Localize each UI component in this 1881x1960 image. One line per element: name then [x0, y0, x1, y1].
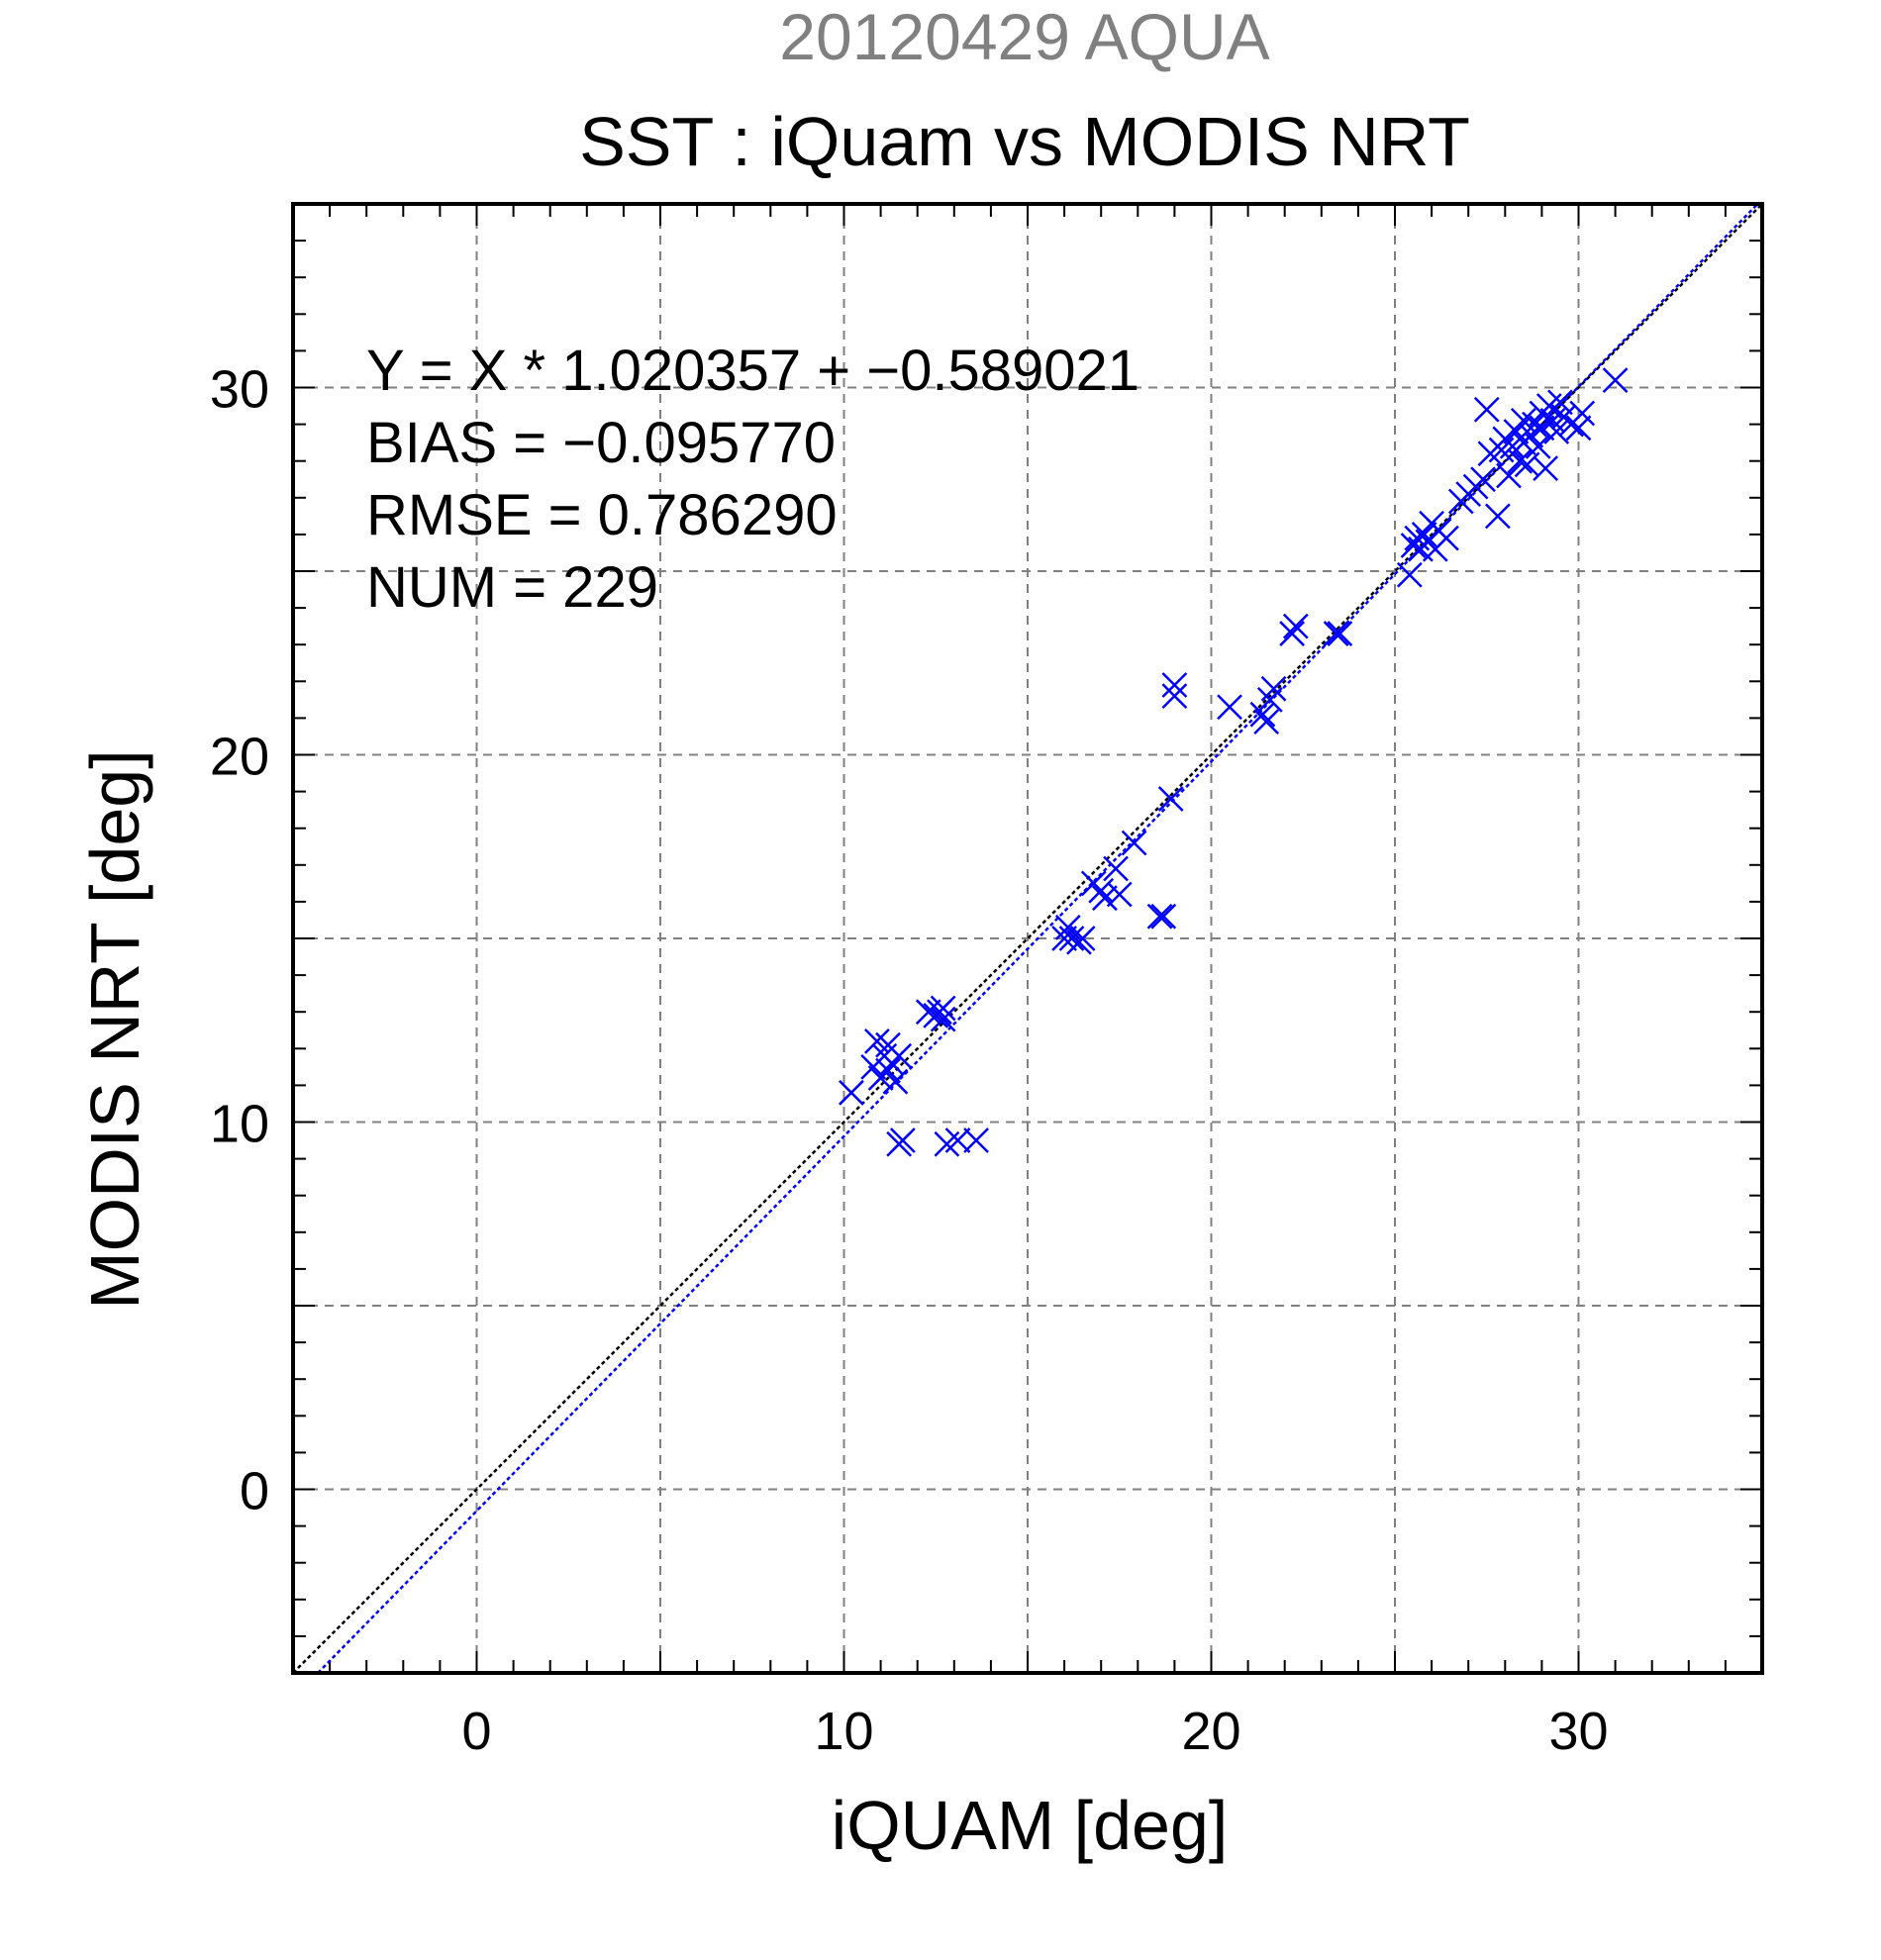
data-point [1106, 881, 1133, 908]
data-point [930, 995, 956, 1022]
data-point [1543, 419, 1570, 444]
y-tick-label: 10 [210, 1095, 269, 1154]
data-point [1533, 455, 1558, 482]
data-point [1547, 389, 1573, 416]
y-tick-label: 20 [210, 728, 269, 787]
data-point [1121, 830, 1147, 856]
x-tick-labels: 0 10 20 30 [461, 1702, 1608, 1761]
data-point [1092, 885, 1118, 912]
x-tick-label: 20 [1181, 1702, 1240, 1761]
data-point [1569, 400, 1596, 427]
data-point [1279, 621, 1306, 646]
data-point [1484, 503, 1511, 530]
data-point [886, 1042, 913, 1069]
data-point [1529, 415, 1555, 441]
data-point [1161, 672, 1188, 698]
data-point [1496, 462, 1522, 489]
grid-lines [293, 204, 1762, 1673]
data-point [1146, 903, 1173, 930]
x-tick-label: 10 [814, 1702, 873, 1761]
y-tick-label: 30 [210, 360, 269, 420]
data-point [1396, 561, 1423, 588]
data-point [1088, 877, 1115, 904]
data-point [1150, 903, 1177, 930]
data-point [1249, 701, 1276, 728]
data-point [963, 1127, 989, 1153]
data-point [1503, 419, 1530, 444]
stats-equation: Y = X * 1.020357 + −0.589021 [366, 339, 1139, 403]
data-point [1327, 621, 1353, 646]
data-point [882, 1068, 909, 1095]
data-point [930, 1006, 956, 1032]
data-point [839, 1079, 864, 1106]
chart-supertitle: 20120429 AQUA [779, 0, 1269, 73]
data-point [1282, 613, 1309, 639]
data-point [1161, 683, 1188, 710]
stats-bias: BIAS = −0.095770 [366, 411, 836, 475]
data-point [1260, 675, 1287, 702]
data-point [889, 1127, 916, 1153]
data-point [1411, 522, 1437, 547]
data-point [1602, 367, 1629, 393]
data-point [1434, 525, 1459, 551]
data-point [1217, 694, 1242, 721]
y-axis-label: MODIS NRT [deg] [76, 749, 153, 1309]
data-point [915, 999, 941, 1026]
stats-rmse: RMSE = 0.786290 [366, 483, 838, 547]
data-point [1565, 415, 1592, 441]
x-tick-label: 30 [1548, 1702, 1608, 1761]
data-point [1058, 926, 1085, 951]
stats-num: NUM = 229 [366, 555, 658, 620]
y-tick-label: 0 [240, 1462, 269, 1521]
minor-ticks [293, 204, 1762, 1673]
data-point [944, 1127, 971, 1153]
data-point [1157, 786, 1184, 812]
data-point [1470, 466, 1496, 493]
x-tick-label: 0 [461, 1702, 491, 1761]
data-point [1253, 709, 1280, 735]
data-point [1323, 621, 1349, 646]
data-point [1069, 926, 1096, 951]
data-point [1103, 855, 1129, 882]
plot-frame [291, 202, 1764, 1675]
chart-title: SST : iQuam vs MODIS NRT [579, 103, 1470, 180]
data-points [839, 367, 1629, 1157]
data-point [875, 1057, 901, 1084]
data-point [1473, 396, 1500, 423]
x-axis-label: iQUAM [deg] [832, 1787, 1229, 1864]
y-tick-labels: 0 10 20 30 [210, 360, 269, 1521]
